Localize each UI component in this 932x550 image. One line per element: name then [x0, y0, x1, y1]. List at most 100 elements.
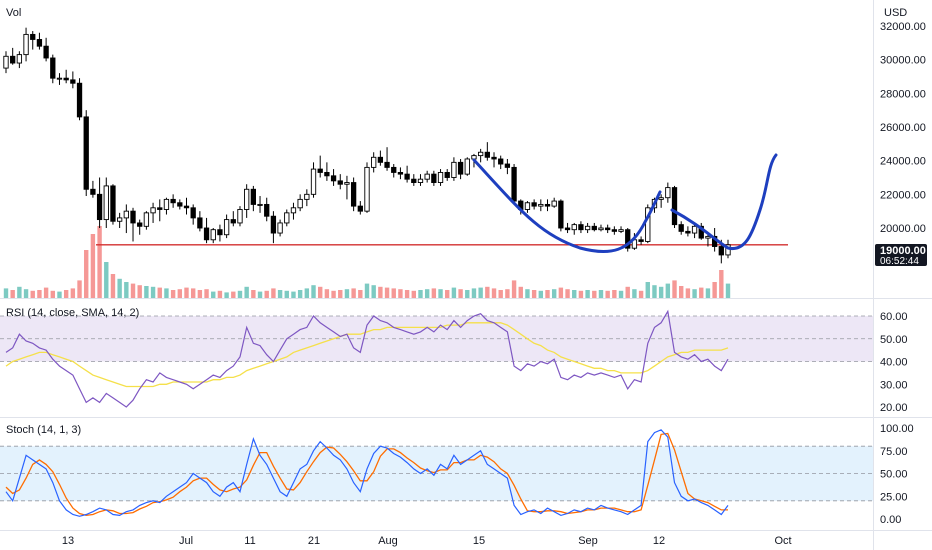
- candle-body[interactable]: [90, 188, 96, 195]
- candle-body[interactable]: [190, 207, 196, 219]
- drawn-rebound-curve[interactable]: [670, 153, 778, 251]
- candle-body[interactable]: [270, 215, 277, 234]
- candle-body[interactable]: [257, 203, 263, 206]
- candle-body[interactable]: [671, 187, 678, 226]
- candle-body[interactable]: [424, 173, 430, 180]
- candle-body[interactable]: [371, 156, 377, 168]
- candle-body[interactable]: [337, 180, 343, 185]
- candle-body[interactable]: [484, 151, 490, 158]
- candle-body[interactable]: [464, 158, 470, 175]
- candle-body[interactable]: [364, 166, 370, 212]
- candle-body[interactable]: [404, 173, 410, 180]
- candle-body[interactable]: [344, 182, 350, 185]
- candle-body[interactable]: [357, 205, 363, 212]
- candle-body[interactable]: [551, 200, 557, 207]
- candle-body[interactable]: [598, 227, 604, 231]
- candle-body[interactable]: [150, 207, 156, 214]
- candle-body[interactable]: [130, 210, 136, 224]
- candle-body[interactable]: [558, 200, 564, 229]
- candle-body[interactable]: [16, 54, 23, 64]
- candle-body[interactable]: [638, 239, 644, 242]
- candle-body[interactable]: [284, 212, 290, 224]
- candle-body[interactable]: [477, 151, 484, 157]
- candle-body[interactable]: [217, 229, 223, 236]
- candle-body[interactable]: [451, 161, 457, 178]
- candle-body[interactable]: [76, 82, 83, 118]
- candle-body[interactable]: [397, 171, 404, 175]
- candle-body[interactable]: [10, 55, 16, 64]
- candle-body[interactable]: [605, 227, 611, 231]
- candle-body[interactable]: [177, 202, 183, 207]
- candle-body[interactable]: [56, 77, 63, 80]
- candle-body[interactable]: [23, 33, 29, 56]
- candle-body[interactable]: [578, 224, 584, 231]
- candle-body[interactable]: [504, 163, 511, 168]
- candle-body[interactable]: [384, 161, 390, 168]
- candle-body[interactable]: [297, 198, 303, 209]
- candle-body[interactable]: [170, 198, 176, 204]
- candle-body[interactable]: [110, 185, 116, 222]
- candle-body[interactable]: [625, 229, 631, 249]
- candle-body[interactable]: [431, 173, 437, 183]
- candle-body[interactable]: [197, 217, 203, 229]
- candle-body[interactable]: [96, 193, 103, 221]
- candle-body[interactable]: [457, 161, 464, 175]
- candle-body[interactable]: [618, 229, 624, 232]
- candle-body[interactable]: [143, 212, 150, 227]
- candle-body[interactable]: [116, 217, 123, 222]
- candle-body[interactable]: [36, 39, 43, 47]
- candle-body[interactable]: [350, 182, 357, 207]
- candle-body[interactable]: [417, 178, 424, 184]
- candle-body[interactable]: [678, 224, 684, 232]
- candle-body[interactable]: [685, 230, 691, 234]
- candle-body[interactable]: [137, 222, 143, 227]
- candle-body[interactable]: [611, 229, 618, 232]
- candle-body[interactable]: [377, 156, 384, 163]
- candle-body[interactable]: [43, 45, 49, 59]
- candle-body[interactable]: [50, 57, 56, 79]
- candle-body[interactable]: [531, 202, 537, 207]
- candle-body[interactable]: [691, 225, 698, 234]
- candle-body[interactable]: [698, 225, 704, 239]
- candle-body[interactable]: [250, 188, 257, 205]
- candle-body[interactable]: [391, 166, 397, 173]
- candle-body[interactable]: [658, 197, 664, 200]
- candle-body[interactable]: [330, 175, 337, 182]
- candle-body[interactable]: [491, 156, 497, 160]
- candle-body[interactable]: [63, 77, 69, 81]
- candle-body[interactable]: [324, 171, 330, 177]
- candle-body[interactable]: [591, 225, 597, 231]
- candle-body[interactable]: [538, 203, 544, 207]
- candle-body[interactable]: [498, 158, 504, 165]
- candle-body[interactable]: [544, 203, 551, 207]
- candle-body[interactable]: [183, 205, 190, 209]
- drawn-cup-curve[interactable]: [472, 158, 662, 254]
- candle-body[interactable]: [123, 210, 129, 219]
- candle-body[interactable]: [277, 222, 283, 234]
- candle-body[interactable]: [571, 224, 577, 231]
- candle-body[interactable]: [290, 207, 297, 214]
- candle-body[interactable]: [665, 187, 671, 199]
- candle-body[interactable]: [237, 209, 243, 224]
- candle-body[interactable]: [584, 225, 591, 231]
- candle-body[interactable]: [317, 168, 323, 173]
- candle-body[interactable]: [230, 219, 236, 224]
- candle-body[interactable]: [83, 116, 89, 190]
- candle-body[interactable]: [524, 202, 531, 210]
- candlesticks[interactable]: [3, 27, 731, 264]
- candle-body[interactable]: [471, 155, 477, 160]
- candle-body[interactable]: [157, 207, 163, 210]
- candle-body[interactable]: [411, 178, 417, 184]
- candle-body[interactable]: [511, 166, 517, 202]
- candle-body[interactable]: [210, 229, 216, 241]
- candle-body[interactable]: [304, 193, 310, 200]
- candle-body[interactable]: [718, 246, 724, 256]
- candle-body[interactable]: [264, 203, 270, 217]
- candle-body[interactable]: [3, 55, 9, 69]
- candle-body[interactable]: [705, 235, 711, 239]
- candle-body[interactable]: [103, 185, 109, 221]
- candle-body[interactable]: [310, 168, 317, 195]
- candle-body[interactable]: [203, 227, 210, 241]
- candle-body[interactable]: [70, 79, 76, 84]
